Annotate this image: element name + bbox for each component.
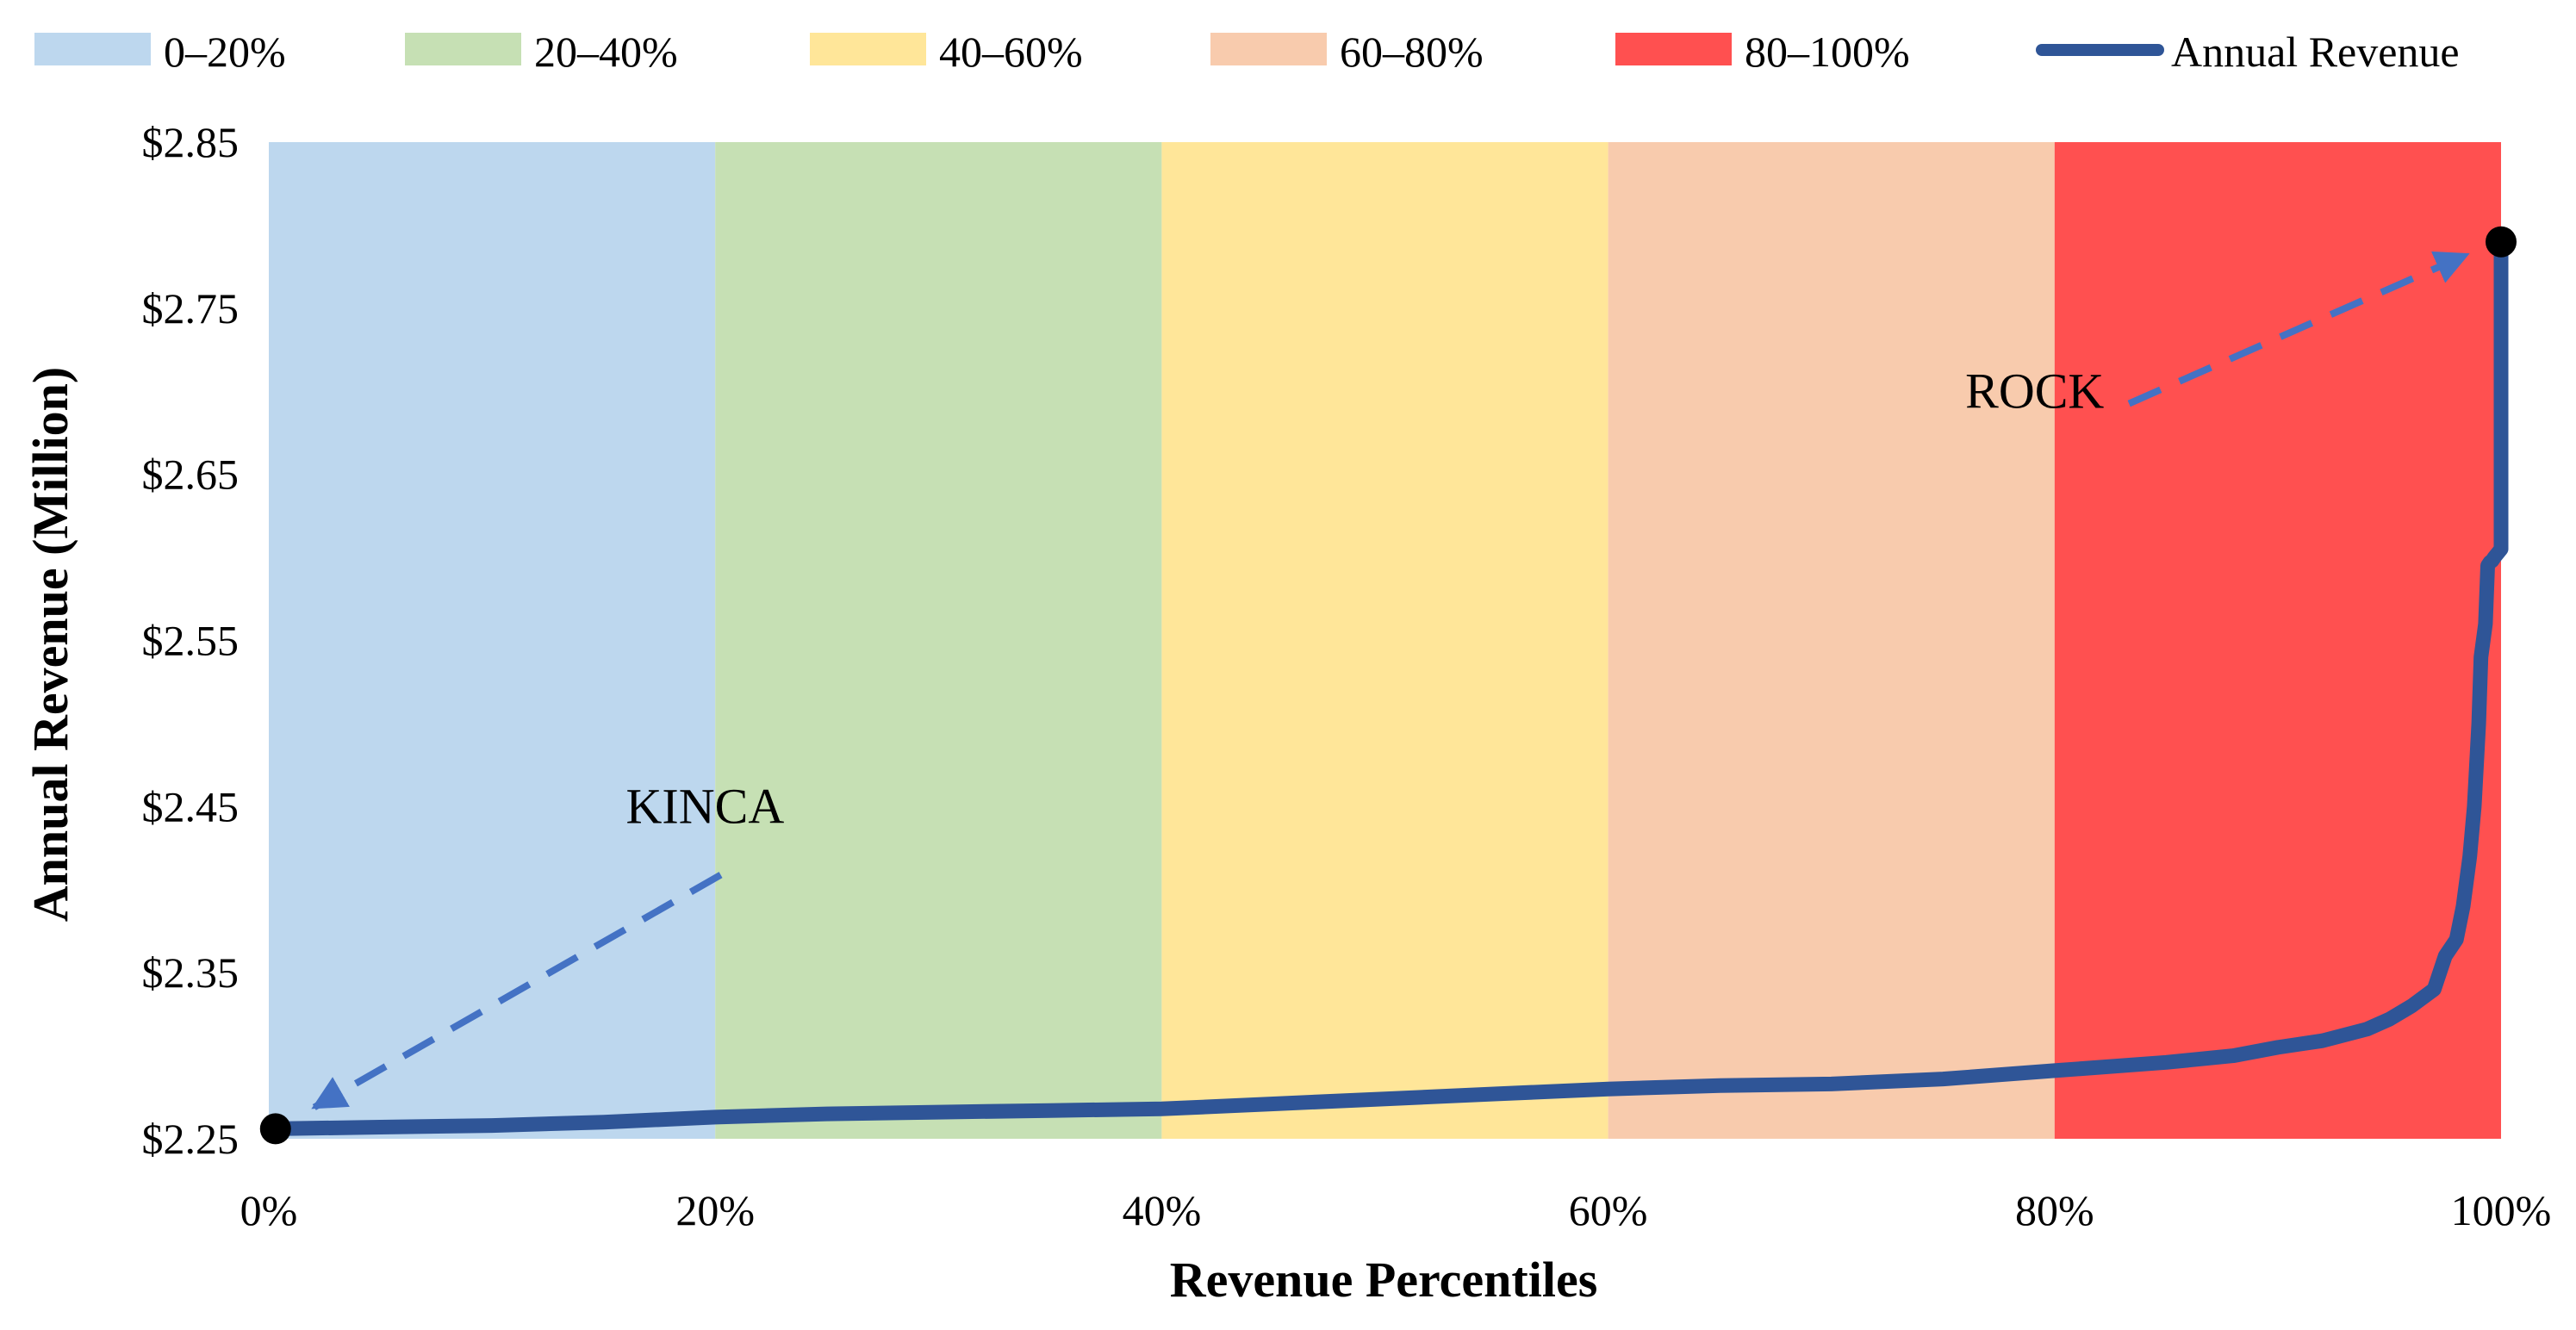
x-axis-ticks: 0% 20% 40% 60% 80% 100%: [240, 1186, 2552, 1234]
band-1: [269, 142, 716, 1139]
legend-swatch-4: [1210, 33, 1327, 65]
legend-label-1: 0–20%: [164, 28, 286, 76]
legend-swatch-2: [405, 33, 521, 65]
x-tick-label: 40%: [1123, 1186, 1202, 1234]
percentile-bands: [269, 142, 2501, 1139]
y-tick-label: $2.75: [142, 284, 240, 332]
band-2: [715, 142, 1162, 1139]
x-tick-label: 60%: [1569, 1186, 1648, 1234]
y-axis-ticks: $2.25 $2.35 $2.45 $2.55 $2.65 $2.75 $2.85: [142, 118, 240, 1163]
y-tick-label: $2.25: [142, 1115, 240, 1163]
y-tick-label: $2.85: [142, 118, 240, 166]
rock-arrow: [2127, 251, 2470, 407]
kinca-label: KINCA: [626, 779, 785, 835]
kinca-point: [259, 1113, 291, 1145]
legend-swatch-3: [810, 33, 926, 65]
annotations: KINCA ROCK: [311, 251, 2470, 1110]
legend-swatch-5: [1615, 33, 1732, 65]
y-tick-label: $2.65: [142, 451, 240, 499]
x-axis-title: Revenue Percentiles: [1170, 1252, 1598, 1308]
kinca-arrow: [311, 872, 723, 1110]
legend-swatch-1: [34, 33, 151, 65]
legend: 0–20% 20–40% 40–60% 60–80% 80–100% Annual Rev…: [34, 28, 2460, 76]
x-tick-label: 0%: [240, 1186, 298, 1234]
legend-label-annual-revenue: Annual Revenue: [2171, 28, 2460, 76]
band-5: [2054, 142, 2501, 1139]
highlighted-points: [259, 226, 2517, 1145]
series-lines: [268, 234, 2509, 1136]
legend-label-4: 60–80%: [1340, 28, 1484, 76]
legend-label-5: 80–100%: [1745, 28, 1910, 76]
annual-revenue-line: [268, 234, 2509, 1136]
legend-label-2: 20–40%: [534, 28, 678, 76]
y-tick-label: $2.35: [142, 948, 240, 997]
rock-point: [2486, 226, 2517, 258]
band-3: [1161, 142, 1608, 1139]
x-tick-label: 20%: [675, 1186, 755, 1234]
legend-label-3: 40–60%: [939, 28, 1083, 76]
x-tick-label: 80%: [2015, 1186, 2094, 1234]
band-4: [1608, 142, 2055, 1139]
y-tick-label: $2.45: [142, 782, 240, 830]
y-tick-label: $2.55: [142, 617, 240, 665]
y-axis-title: Annual Revenue (Million): [22, 367, 78, 923]
rock-label: ROCK: [1965, 364, 2104, 420]
x-tick-label: 100%: [2451, 1186, 2552, 1234]
